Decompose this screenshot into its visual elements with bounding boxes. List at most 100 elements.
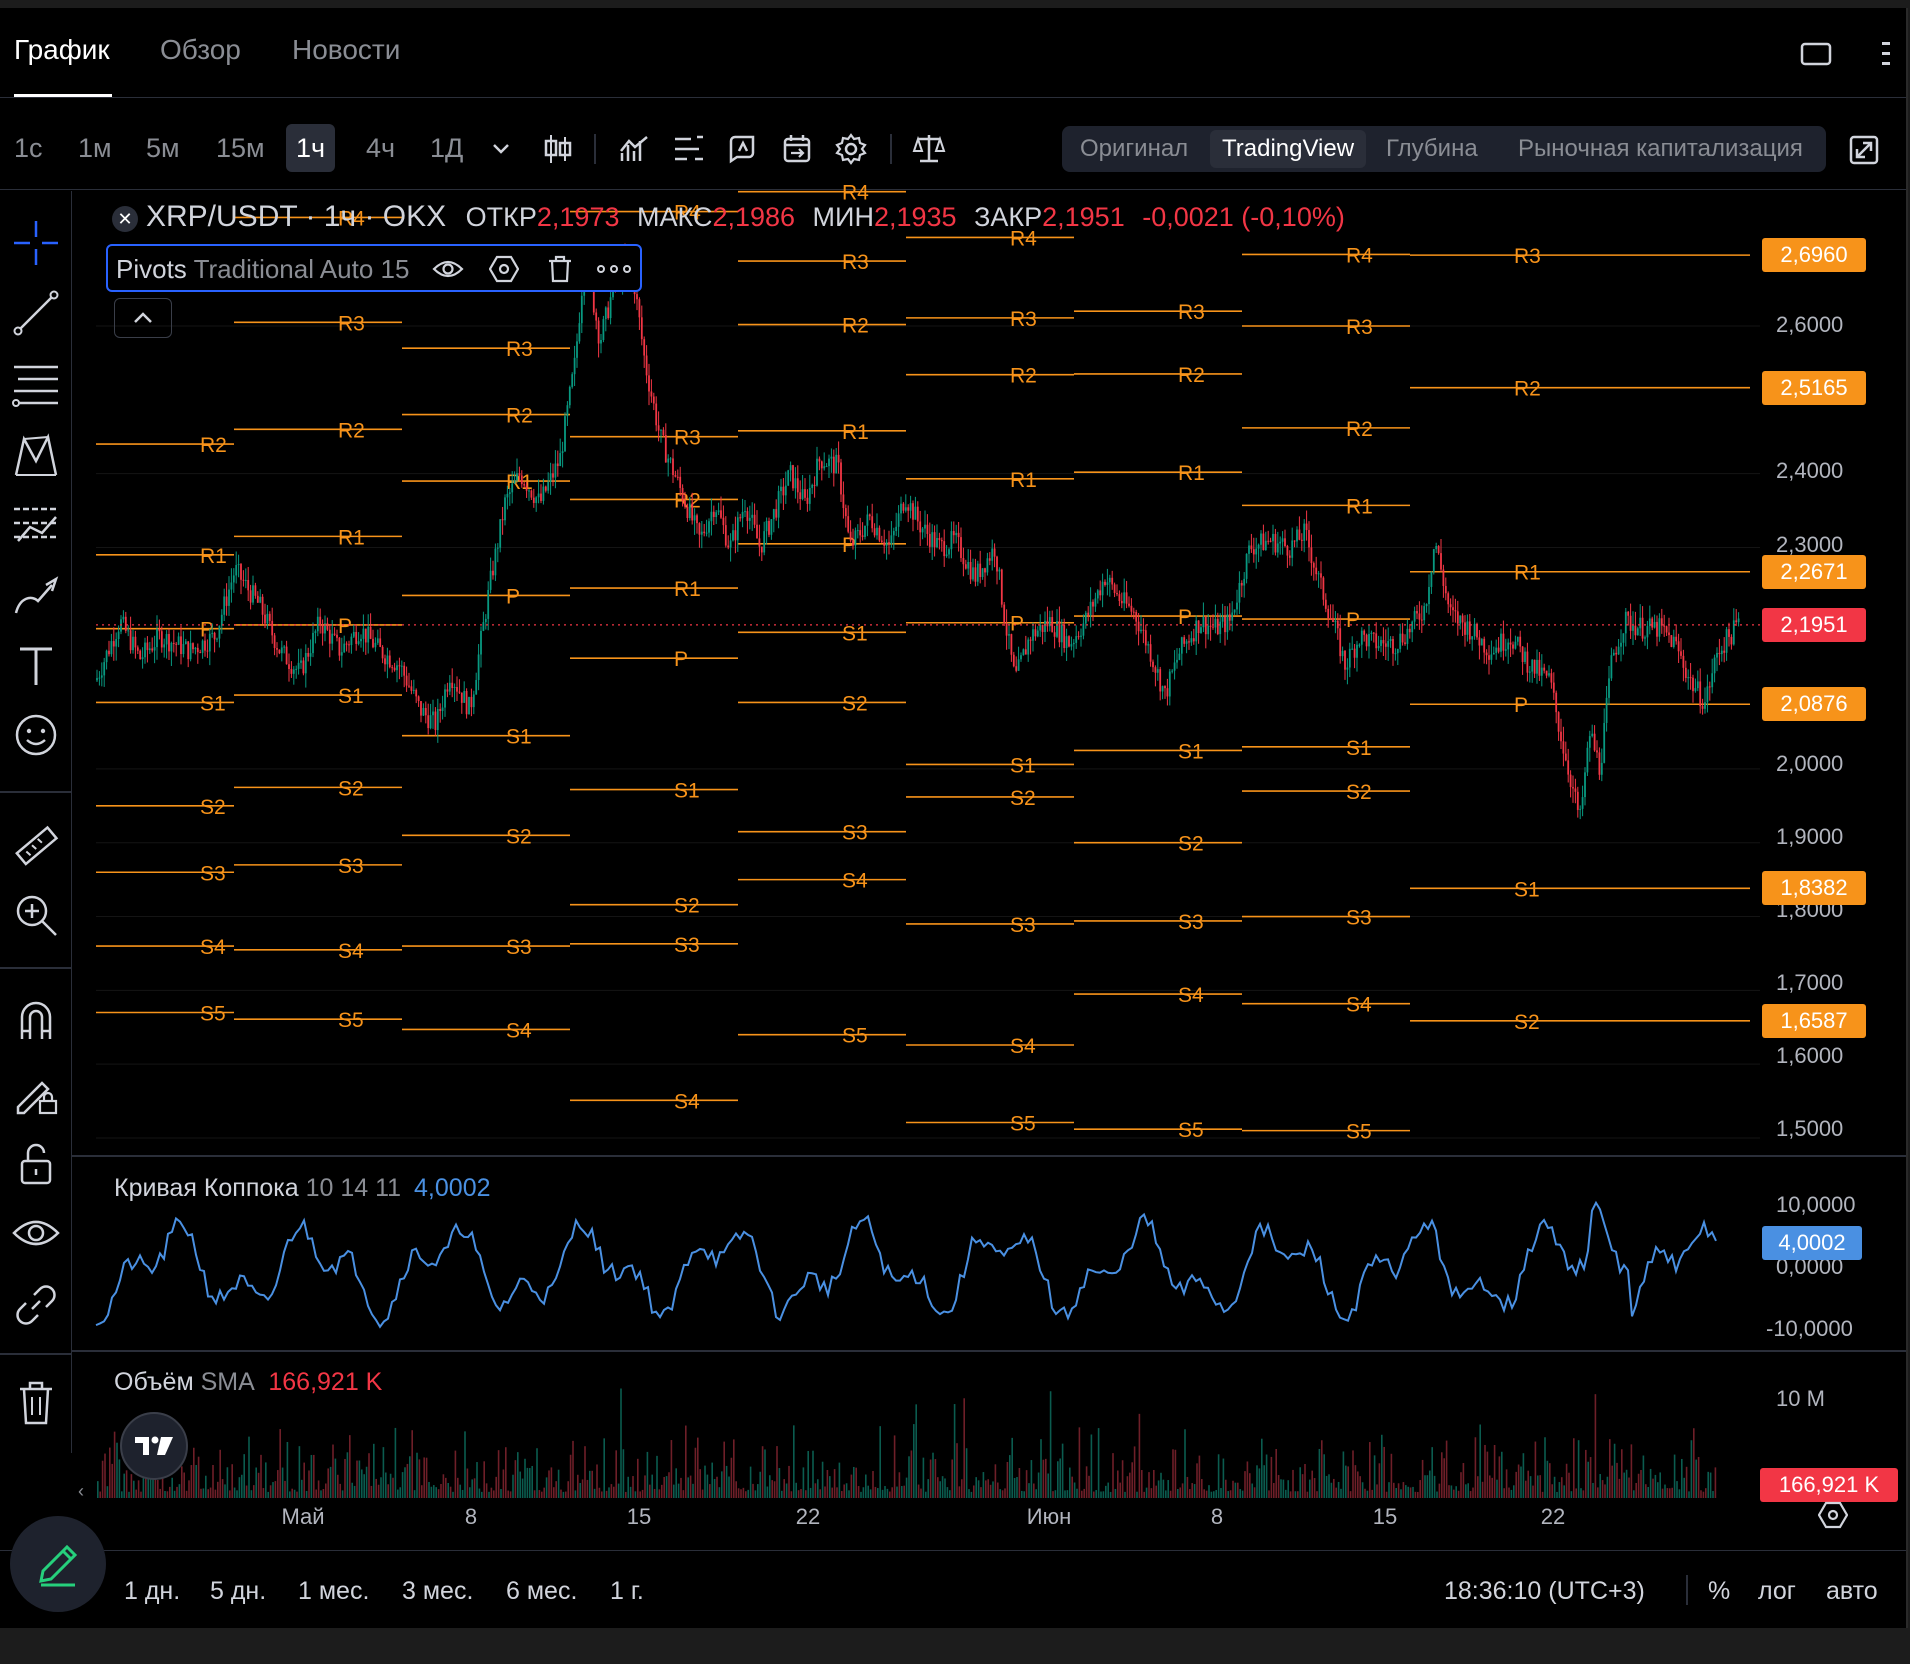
volume-bar: [759, 1471, 761, 1498]
eye-icon[interactable]: [8, 1205, 64, 1261]
range-6m[interactable]: 6 мес.: [506, 1577, 578, 1605]
brush-icon[interactable]: [8, 567, 64, 623]
trash-icon[interactable]: [8, 1375, 64, 1431]
volume-bar: [913, 1424, 915, 1498]
tab-chart[interactable]: График: [14, 34, 110, 65]
unlock-icon[interactable]: [8, 1135, 64, 1191]
eye-icon[interactable]: [430, 254, 466, 284]
pivot-level-label: S5: [842, 1025, 868, 1048]
volume-bar: [1237, 1482, 1239, 1498]
volume-bar: [1052, 1491, 1054, 1498]
candles-icon[interactable]: [540, 130, 576, 168]
crosshair-icon[interactable]: [8, 215, 64, 271]
tab-overview[interactable]: Обзор: [160, 34, 241, 65]
volume-bar: [298, 1446, 301, 1498]
volume-bar: [632, 1476, 634, 1498]
volume-bar: [1277, 1475, 1280, 1498]
auto-toggle[interactable]: авто: [1826, 1577, 1878, 1605]
percent-toggle[interactable]: %: [1708, 1577, 1731, 1605]
volume-bar: [183, 1472, 185, 1498]
alert-icon[interactable]: [724, 130, 762, 168]
lock-drawing-icon[interactable]: [8, 1063, 64, 1119]
candle-body: [110, 641, 113, 655]
range-1d[interactable]: 1 дн.: [124, 1577, 181, 1605]
candle-body: [1610, 655, 1613, 679]
timeframe-15m[interactable]: 15м: [216, 133, 265, 163]
volume-bar: [289, 1491, 291, 1498]
timeframe-1d[interactable]: 1Д: [430, 133, 464, 163]
tab-news[interactable]: Новости: [292, 34, 401, 65]
zoom-in-icon[interactable]: [8, 887, 64, 943]
range-1m[interactable]: 1 мес.: [298, 1577, 370, 1605]
view-depth[interactable]: Глубина: [1386, 135, 1478, 162]
replay-icon[interactable]: [778, 130, 816, 168]
scale-icon[interactable]: [910, 130, 948, 168]
emoji-icon[interactable]: [8, 707, 64, 763]
link-icon[interactable]: [8, 1277, 64, 1333]
price-chart[interactable]: R2R1PS1S2S3S4S5R4R3R2R1PS1S2S3S4S5R4R3R2…: [0, 8, 1908, 1628]
timeframe-1h[interactable]: 1ч: [286, 124, 336, 172]
ruler-icon[interactable]: [8, 817, 64, 873]
candle-body: [1219, 621, 1222, 635]
pivots-indicator-legend[interactable]: Pivots Traditional Auto 15: [106, 244, 642, 292]
volume-bar: [490, 1487, 493, 1498]
volume-bar: [313, 1454, 315, 1498]
trendline-icon[interactable]: [8, 285, 64, 341]
candle-body: [1125, 592, 1128, 604]
timeframe-5m[interactable]: 5м: [146, 133, 180, 163]
volume-bar: [173, 1490, 176, 1498]
settings-icon[interactable]: [1816, 1498, 1850, 1532]
pattern-icon[interactable]: [8, 427, 64, 483]
more-vertical-icon[interactable]: [1876, 38, 1896, 70]
timeframe-1s[interactable]: 1с: [14, 133, 43, 163]
candle-body: [696, 515, 698, 524]
collapse-legend-button[interactable]: [114, 298, 172, 338]
volume-bar: [226, 1467, 229, 1498]
pivot-level-label: P: [674, 648, 688, 671]
volume-bar: [641, 1489, 644, 1498]
timeframe-4h[interactable]: 4ч: [366, 133, 396, 163]
volume-bar: [207, 1489, 209, 1498]
text-icon[interactable]: [8, 637, 64, 693]
compare-icon[interactable]: [670, 130, 708, 168]
volume-bar: [485, 1483, 488, 1498]
indicators-icon[interactable]: [616, 130, 654, 168]
window-icon[interactable]: [1796, 38, 1836, 70]
prediction-icon[interactable]: [8, 497, 64, 553]
volume-bar: [1354, 1465, 1357, 1498]
chevron-down-icon[interactable]: [488, 134, 514, 164]
candle-body: [988, 558, 991, 561]
volume-bar: [915, 1404, 917, 1498]
volume-bar: [1496, 1479, 1498, 1498]
view-tradingview[interactable]: TradingView: [1210, 130, 1367, 168]
gear-icon[interactable]: [832, 130, 870, 168]
more-icon[interactable]: [594, 254, 634, 284]
view-market-cap[interactable]: Рыночная капитализация: [1518, 135, 1803, 162]
volume-bar: [421, 1485, 423, 1498]
volume-bar: [761, 1446, 764, 1498]
log-toggle[interactable]: лог: [1758, 1577, 1796, 1605]
collapse-left-icon[interactable]: ‹: [78, 1481, 84, 1501]
delete-icon[interactable]: [542, 254, 578, 284]
fib-retracement-icon[interactable]: [8, 355, 64, 411]
candle-body: [1202, 616, 1205, 628]
view-original[interactable]: Оригинал: [1080, 135, 1189, 162]
timeframe-1m[interactable]: 1м: [78, 133, 112, 163]
range-1y[interactable]: 1 г.: [610, 1577, 644, 1605]
candle-body: [1164, 686, 1166, 689]
candle-body: [1584, 772, 1586, 798]
range-5d[interactable]: 5 дн.: [210, 1577, 267, 1605]
clock[interactable]: 18:36:10 (UTC+3): [1444, 1577, 1645, 1605]
range-3m[interactable]: 3 мес.: [402, 1577, 474, 1605]
expand-icon[interactable]: [1844, 130, 1884, 170]
edit-fab-button[interactable]: [10, 1516, 106, 1612]
settings-icon[interactable]: [486, 254, 522, 284]
volume-bar: [406, 1463, 409, 1498]
pivot-level-label: R1: [200, 545, 227, 568]
candle-body: [1593, 733, 1596, 751]
pivot-level-label: R4: [1346, 244, 1373, 267]
magnet-icon[interactable]: [8, 991, 64, 1047]
volume-bar: [1640, 1470, 1642, 1498]
time-axis-label: 8: [1210, 1504, 1224, 1529]
volume-bar: [879, 1426, 881, 1498]
